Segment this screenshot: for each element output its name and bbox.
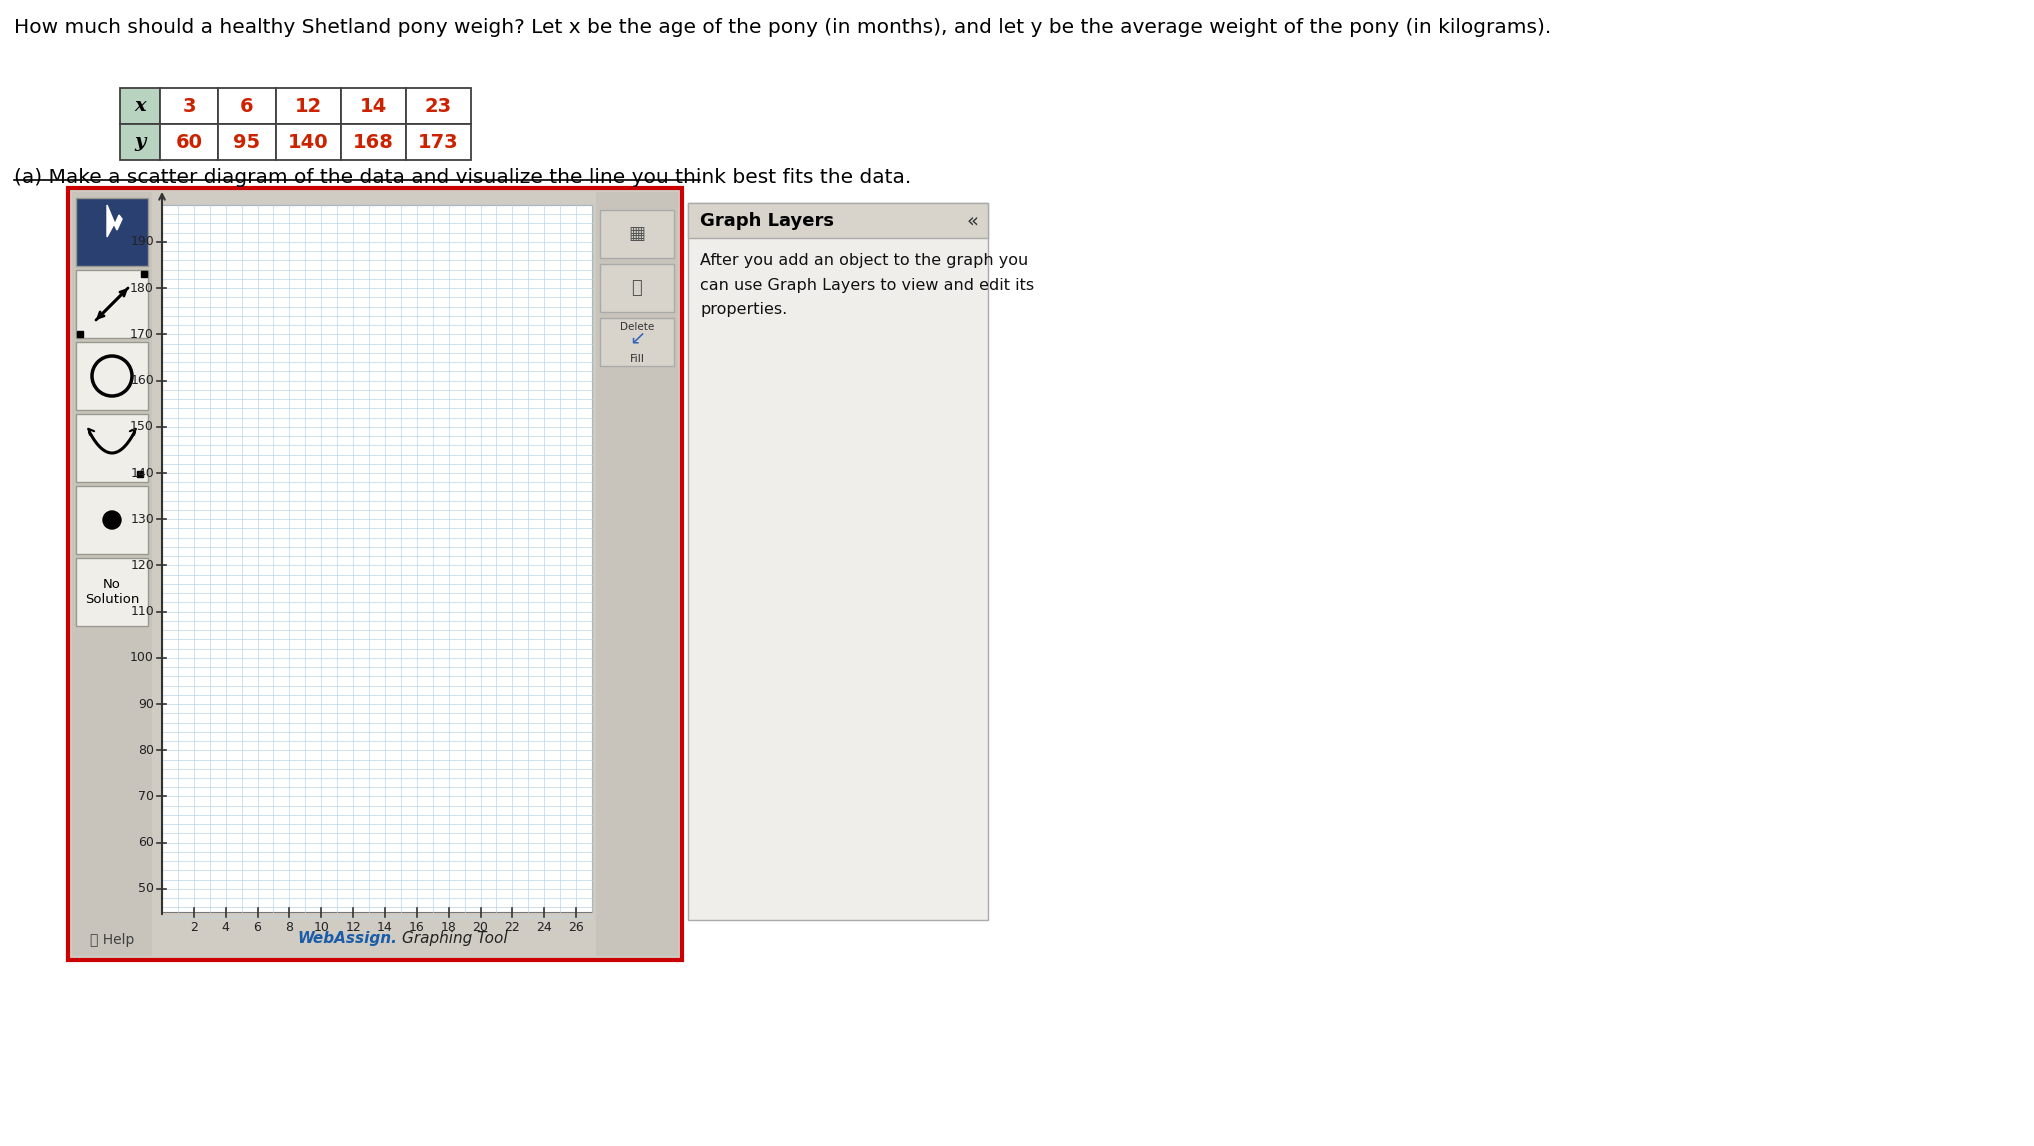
Bar [218, 124, 277, 160]
Bar [342, 88, 407, 124]
Bar [600, 264, 673, 312]
Text: 95: 95 [234, 133, 260, 151]
Text: 12: 12 [346, 921, 360, 934]
Text: Fill: Fill [629, 354, 645, 364]
Text: How much should a healthy Shetland pony weigh? Let x be the age of the pony (in : How much should a healthy Shetland pony … [14, 18, 1552, 37]
Text: 24: 24 [537, 921, 551, 934]
Text: 173: 173 [419, 133, 460, 151]
Text: ⓘ Help: ⓘ Help [89, 933, 134, 947]
Text: 160: 160 [130, 374, 155, 387]
Text: No
Solution: No Solution [85, 578, 138, 606]
Bar [67, 188, 681, 960]
Text: y: y [134, 133, 146, 151]
Text: 14: 14 [376, 921, 393, 934]
Text: 60: 60 [138, 837, 155, 849]
Bar [120, 124, 161, 160]
Bar [75, 342, 148, 410]
Text: 3: 3 [183, 96, 195, 116]
Bar [75, 270, 148, 338]
Text: 2: 2 [189, 921, 197, 934]
Text: 150: 150 [130, 421, 155, 433]
Bar [161, 124, 218, 160]
Text: 23: 23 [425, 96, 452, 116]
Text: 26: 26 [567, 921, 584, 934]
Bar [75, 414, 148, 482]
Text: ▦: ▦ [629, 225, 645, 243]
Bar [342, 124, 407, 160]
Text: 140: 140 [289, 133, 330, 151]
Bar [600, 317, 673, 366]
Bar [163, 205, 592, 912]
Text: 120: 120 [130, 559, 155, 572]
Text: 12: 12 [295, 96, 321, 116]
Text: Graph Layers: Graph Layers [700, 212, 834, 229]
Text: 18: 18 [441, 921, 456, 934]
Bar [277, 124, 342, 160]
Bar [596, 193, 677, 956]
Text: 🗑: 🗑 [633, 278, 643, 297]
Polygon shape [108, 205, 122, 237]
Text: 10: 10 [313, 921, 330, 934]
Text: 20: 20 [472, 921, 488, 934]
Text: 80: 80 [138, 744, 155, 756]
Bar [277, 88, 342, 124]
Text: 90: 90 [138, 698, 155, 711]
Text: ↙: ↙ [629, 329, 645, 347]
Text: 60: 60 [175, 133, 203, 151]
Bar [75, 558, 148, 626]
Bar [600, 210, 673, 258]
Text: 168: 168 [354, 133, 395, 151]
Text: Graphing Tool: Graphing Tool [403, 931, 508, 945]
Bar [161, 88, 218, 124]
Text: 50: 50 [138, 882, 155, 895]
Text: 170: 170 [130, 328, 155, 340]
Bar [407, 88, 472, 124]
Bar [407, 124, 472, 160]
Circle shape [104, 511, 120, 529]
Bar [120, 88, 161, 124]
Text: WebAssign.: WebAssign. [297, 931, 397, 945]
Bar [687, 203, 989, 238]
Bar [218, 88, 277, 124]
Text: 140: 140 [130, 466, 155, 479]
Text: 70: 70 [138, 790, 155, 803]
Text: 100: 100 [130, 651, 155, 665]
Bar [71, 193, 153, 956]
Text: 14: 14 [360, 96, 386, 116]
Text: 180: 180 [130, 282, 155, 295]
Text: 190: 190 [130, 235, 155, 249]
Bar [687, 203, 989, 920]
Text: 6: 6 [254, 921, 262, 934]
Text: 22: 22 [504, 921, 521, 934]
Text: 8: 8 [285, 921, 293, 934]
Text: 4: 4 [222, 921, 230, 934]
Text: Delete: Delete [620, 322, 655, 332]
Text: 16: 16 [409, 921, 425, 934]
Bar [75, 198, 148, 266]
Text: 130: 130 [130, 512, 155, 526]
Text: After you add an object to the graph you
can use Graph Layers to view and edit i: After you add an object to the graph you… [700, 253, 1033, 317]
Text: (a) Make a scatter diagram of the data and visualize the line you think best fit: (a) Make a scatter diagram of the data a… [14, 168, 911, 187]
Bar [75, 486, 148, 554]
Text: «: « [966, 211, 978, 230]
Text: 110: 110 [130, 605, 155, 618]
Text: 6: 6 [240, 96, 254, 116]
Text: x: x [134, 97, 146, 115]
